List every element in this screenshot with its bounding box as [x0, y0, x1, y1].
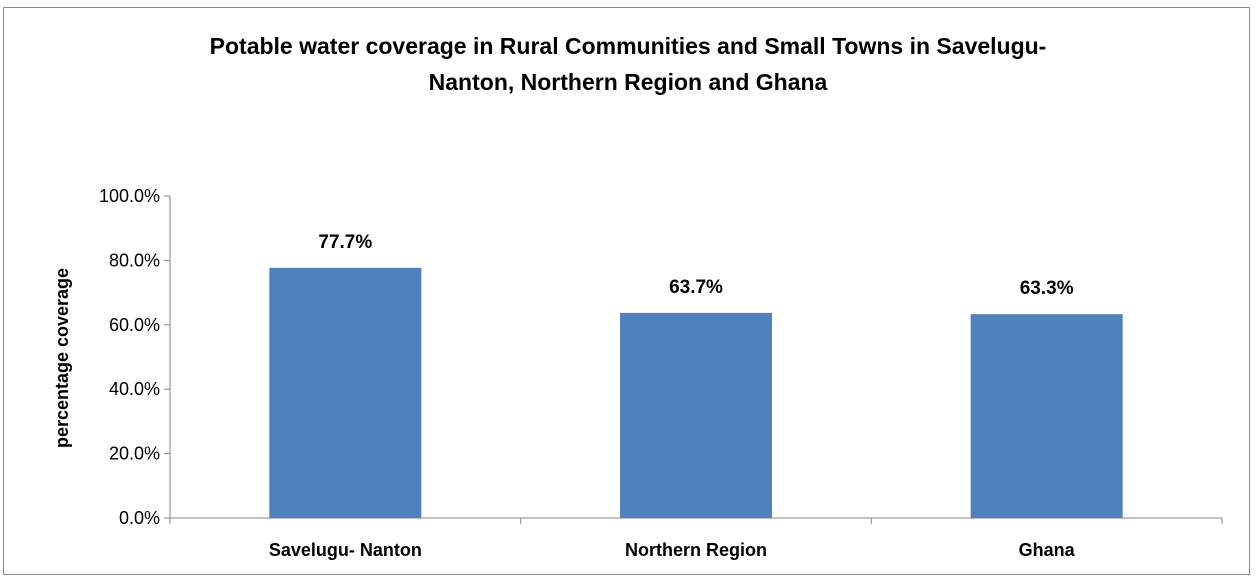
y-tick-label: 100.0% [99, 186, 160, 206]
chart-title: Potable water coverage in Rural Communit… [0, 28, 1256, 100]
data-labels-group: 77.7% 63.7% 63.3% [318, 232, 1073, 299]
x-axis-group: Savelugu- Nanton Northern Region Ghana [169, 517, 1223, 560]
bar [269, 267, 422, 518]
y-tick-label: 0.0% [119, 508, 160, 528]
y-tick-label: 80.0% [109, 250, 160, 270]
chart-title-line-2: Nanton, Northern Region and Ghana [428, 69, 828, 95]
y-tick-label: 60.0% [109, 315, 160, 335]
data-label: 63.7% [669, 277, 723, 298]
y-axis-title: percentage coverage [52, 268, 72, 448]
data-label: 77.7% [318, 232, 372, 253]
y-axis-group: 0.0% 20.0% 40.0% 60.0% 80.0% 100.0% [99, 186, 171, 528]
chart-title-line-1: Potable water coverage in Rural Communit… [209, 33, 1047, 59]
bars-group [269, 267, 1123, 518]
bar [970, 314, 1123, 518]
x-category-label: Ghana [1019, 540, 1076, 560]
y-tick-label: 20.0% [109, 444, 160, 464]
x-category-label: Northern Region [625, 540, 767, 560]
data-label: 63.3% [1020, 278, 1074, 299]
bar [620, 312, 772, 518]
x-category-label: Savelugu- Nanton [269, 540, 422, 560]
y-tick-label: 40.0% [109, 379, 160, 399]
